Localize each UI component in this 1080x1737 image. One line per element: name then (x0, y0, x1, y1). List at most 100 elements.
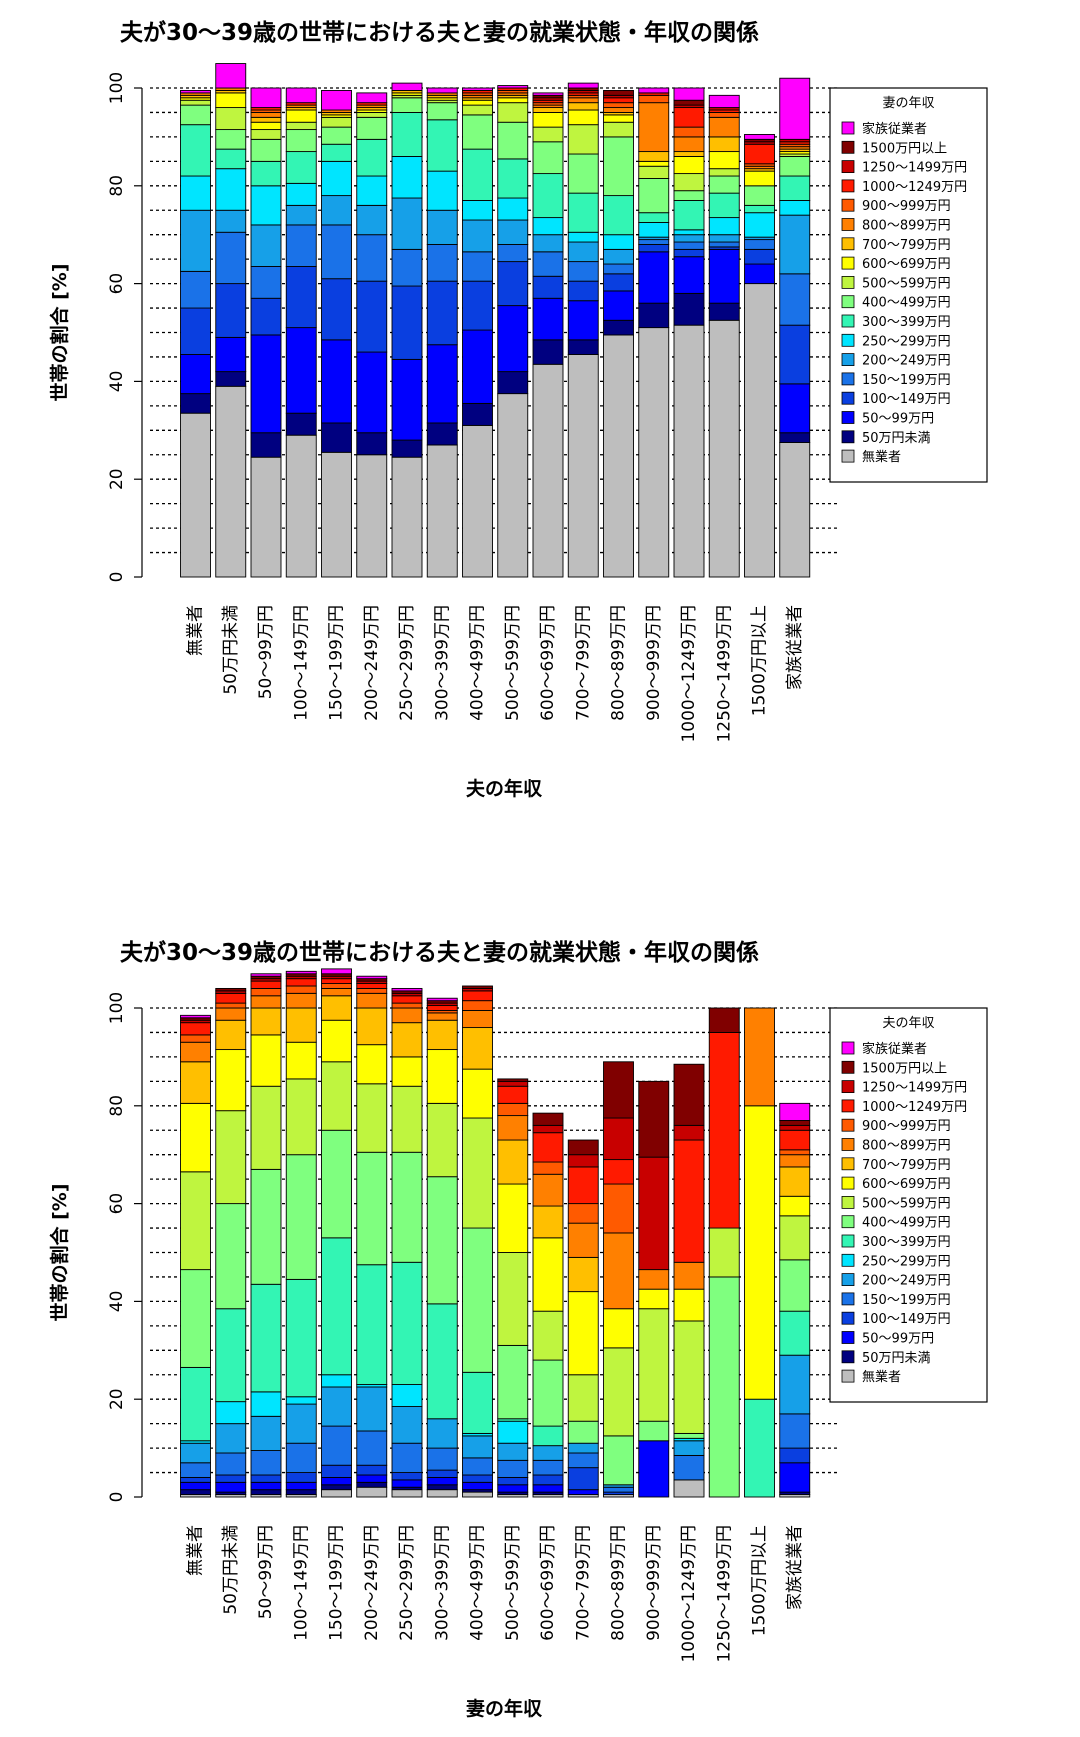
legend-label: 1250～1499万円 (862, 161, 967, 176)
bar-segment (215, 92, 247, 109)
bar-segment (708, 217, 740, 236)
bar-segment (779, 1413, 811, 1449)
legend-label: 無業者 (862, 1369, 901, 1385)
x-tick-label: 500～599万円 (503, 1525, 523, 1641)
bar-segment (497, 1115, 529, 1141)
bar-segment (462, 1227, 493, 1373)
bar-segment (426, 244, 458, 282)
bar-segment (497, 305, 529, 373)
bar-segment (321, 1484, 352, 1491)
bar-segment (567, 1256, 599, 1293)
bar-segment (532, 1359, 564, 1427)
bar-segment (356, 1464, 388, 1476)
bar-segment (391, 987, 423, 992)
bar-segment (321, 116, 352, 128)
bar-segment (250, 111, 282, 118)
bar-segment (285, 1154, 317, 1280)
bar-segment (180, 270, 211, 309)
bar-segment (638, 244, 670, 253)
bar-segment (462, 99, 493, 106)
y-tick-label: 40 (107, 1291, 127, 1313)
bar-segment (708, 168, 740, 177)
chart-panel-wife-income: 夫が30～39歳の世帯における夫と妻の就業状態・年収の関係 0 20 40 60 80 10… (48, 939, 988, 1720)
bar-segment (532, 173, 564, 219)
bar-segment (532, 1205, 564, 1239)
x-tick-label: 700～799万円 (573, 605, 593, 721)
legend-label: 1500万円以上 (862, 1061, 947, 1076)
legend-label: 900～999万円 (862, 199, 951, 214)
bar-segment (321, 1019, 352, 1063)
legend-label: 50万円未満 (862, 1351, 931, 1366)
legend-label: 家族従業者 (862, 121, 927, 137)
bar-segment (180, 307, 211, 355)
bar-segment (391, 1056, 423, 1087)
bar-segment (285, 978, 317, 987)
bar-segment (180, 1269, 211, 1368)
bar-segment (285, 1278, 317, 1398)
x-tick-label: 無業者 (186, 605, 206, 656)
legend-swatch (841, 1080, 855, 1093)
x-tick-label: 1000～1249万円 (679, 605, 699, 743)
bar-segment (180, 1481, 211, 1491)
legend-label: 家族従業者 (862, 1041, 927, 1057)
bar-segment (567, 1442, 599, 1454)
bar-segment (603, 121, 634, 138)
bar-segment (356, 351, 388, 434)
bar-segment (250, 1481, 282, 1491)
bar-segment (744, 1105, 775, 1400)
bar-segment (321, 89, 352, 111)
bar-segment (285, 992, 317, 1009)
bar-segment (673, 1320, 705, 1434)
x-tick-label: 500～599万円 (503, 605, 523, 721)
legend-label: 150～199万円 (862, 373, 951, 388)
bar-segment (391, 1406, 423, 1444)
legend-label: 700～799万円 (862, 238, 951, 253)
bar-segment (250, 1007, 282, 1036)
bar-segment (462, 402, 493, 426)
bar-segment (215, 992, 247, 1004)
bar-segment (532, 234, 564, 253)
bar-segment (779, 1310, 811, 1356)
bar-segment (250, 160, 282, 187)
bar-segment (603, 1435, 634, 1486)
bar-segment (603, 102, 634, 109)
bar-segment (673, 1479, 705, 1498)
legend-swatch (841, 198, 855, 212)
legend-swatch (841, 1234, 855, 1248)
bar-segment (779, 1354, 811, 1415)
bar-segment (285, 985, 317, 994)
bar-segment (779, 156, 811, 177)
bar-segment (180, 209, 211, 272)
bar-segment (567, 231, 599, 243)
legend-swatch (841, 1196, 855, 1209)
legend-swatch (841, 1350, 855, 1364)
legend-label: 800～899万円 (862, 219, 951, 234)
bar-segment (391, 1261, 423, 1385)
bar-segment (603, 319, 634, 336)
x-tick-label: 50～99万円 (256, 605, 276, 699)
bar-segment (497, 1102, 529, 1117)
bar-segment (180, 354, 211, 395)
legend-label: 400～499万円 (862, 1216, 951, 1231)
bar-segment (638, 102, 670, 153)
bar-segment (744, 1398, 775, 1498)
bar-segment (497, 371, 529, 395)
x-tick-label: 100～149万円 (291, 1525, 311, 1641)
legend-swatch (841, 121, 855, 135)
bar-segment (215, 231, 247, 285)
bar-segment (744, 212, 775, 238)
y-tick-label: 80 (107, 1095, 127, 1117)
bar-segment (567, 1166, 599, 1205)
legend-swatch (841, 1215, 855, 1229)
x-tick-label: 250～299万円 (397, 1525, 417, 1641)
bar-segment (391, 111, 423, 157)
bar-segment (250, 138, 282, 162)
bar-segment (426, 1447, 458, 1471)
bar-segment (356, 1474, 388, 1483)
bar-segment (673, 126, 705, 138)
y-axis-label: 世帯の割合 [%] (48, 263, 71, 401)
legend-swatch (841, 237, 855, 251)
bar-segment (356, 1481, 388, 1488)
legend-box (829, 87, 988, 483)
